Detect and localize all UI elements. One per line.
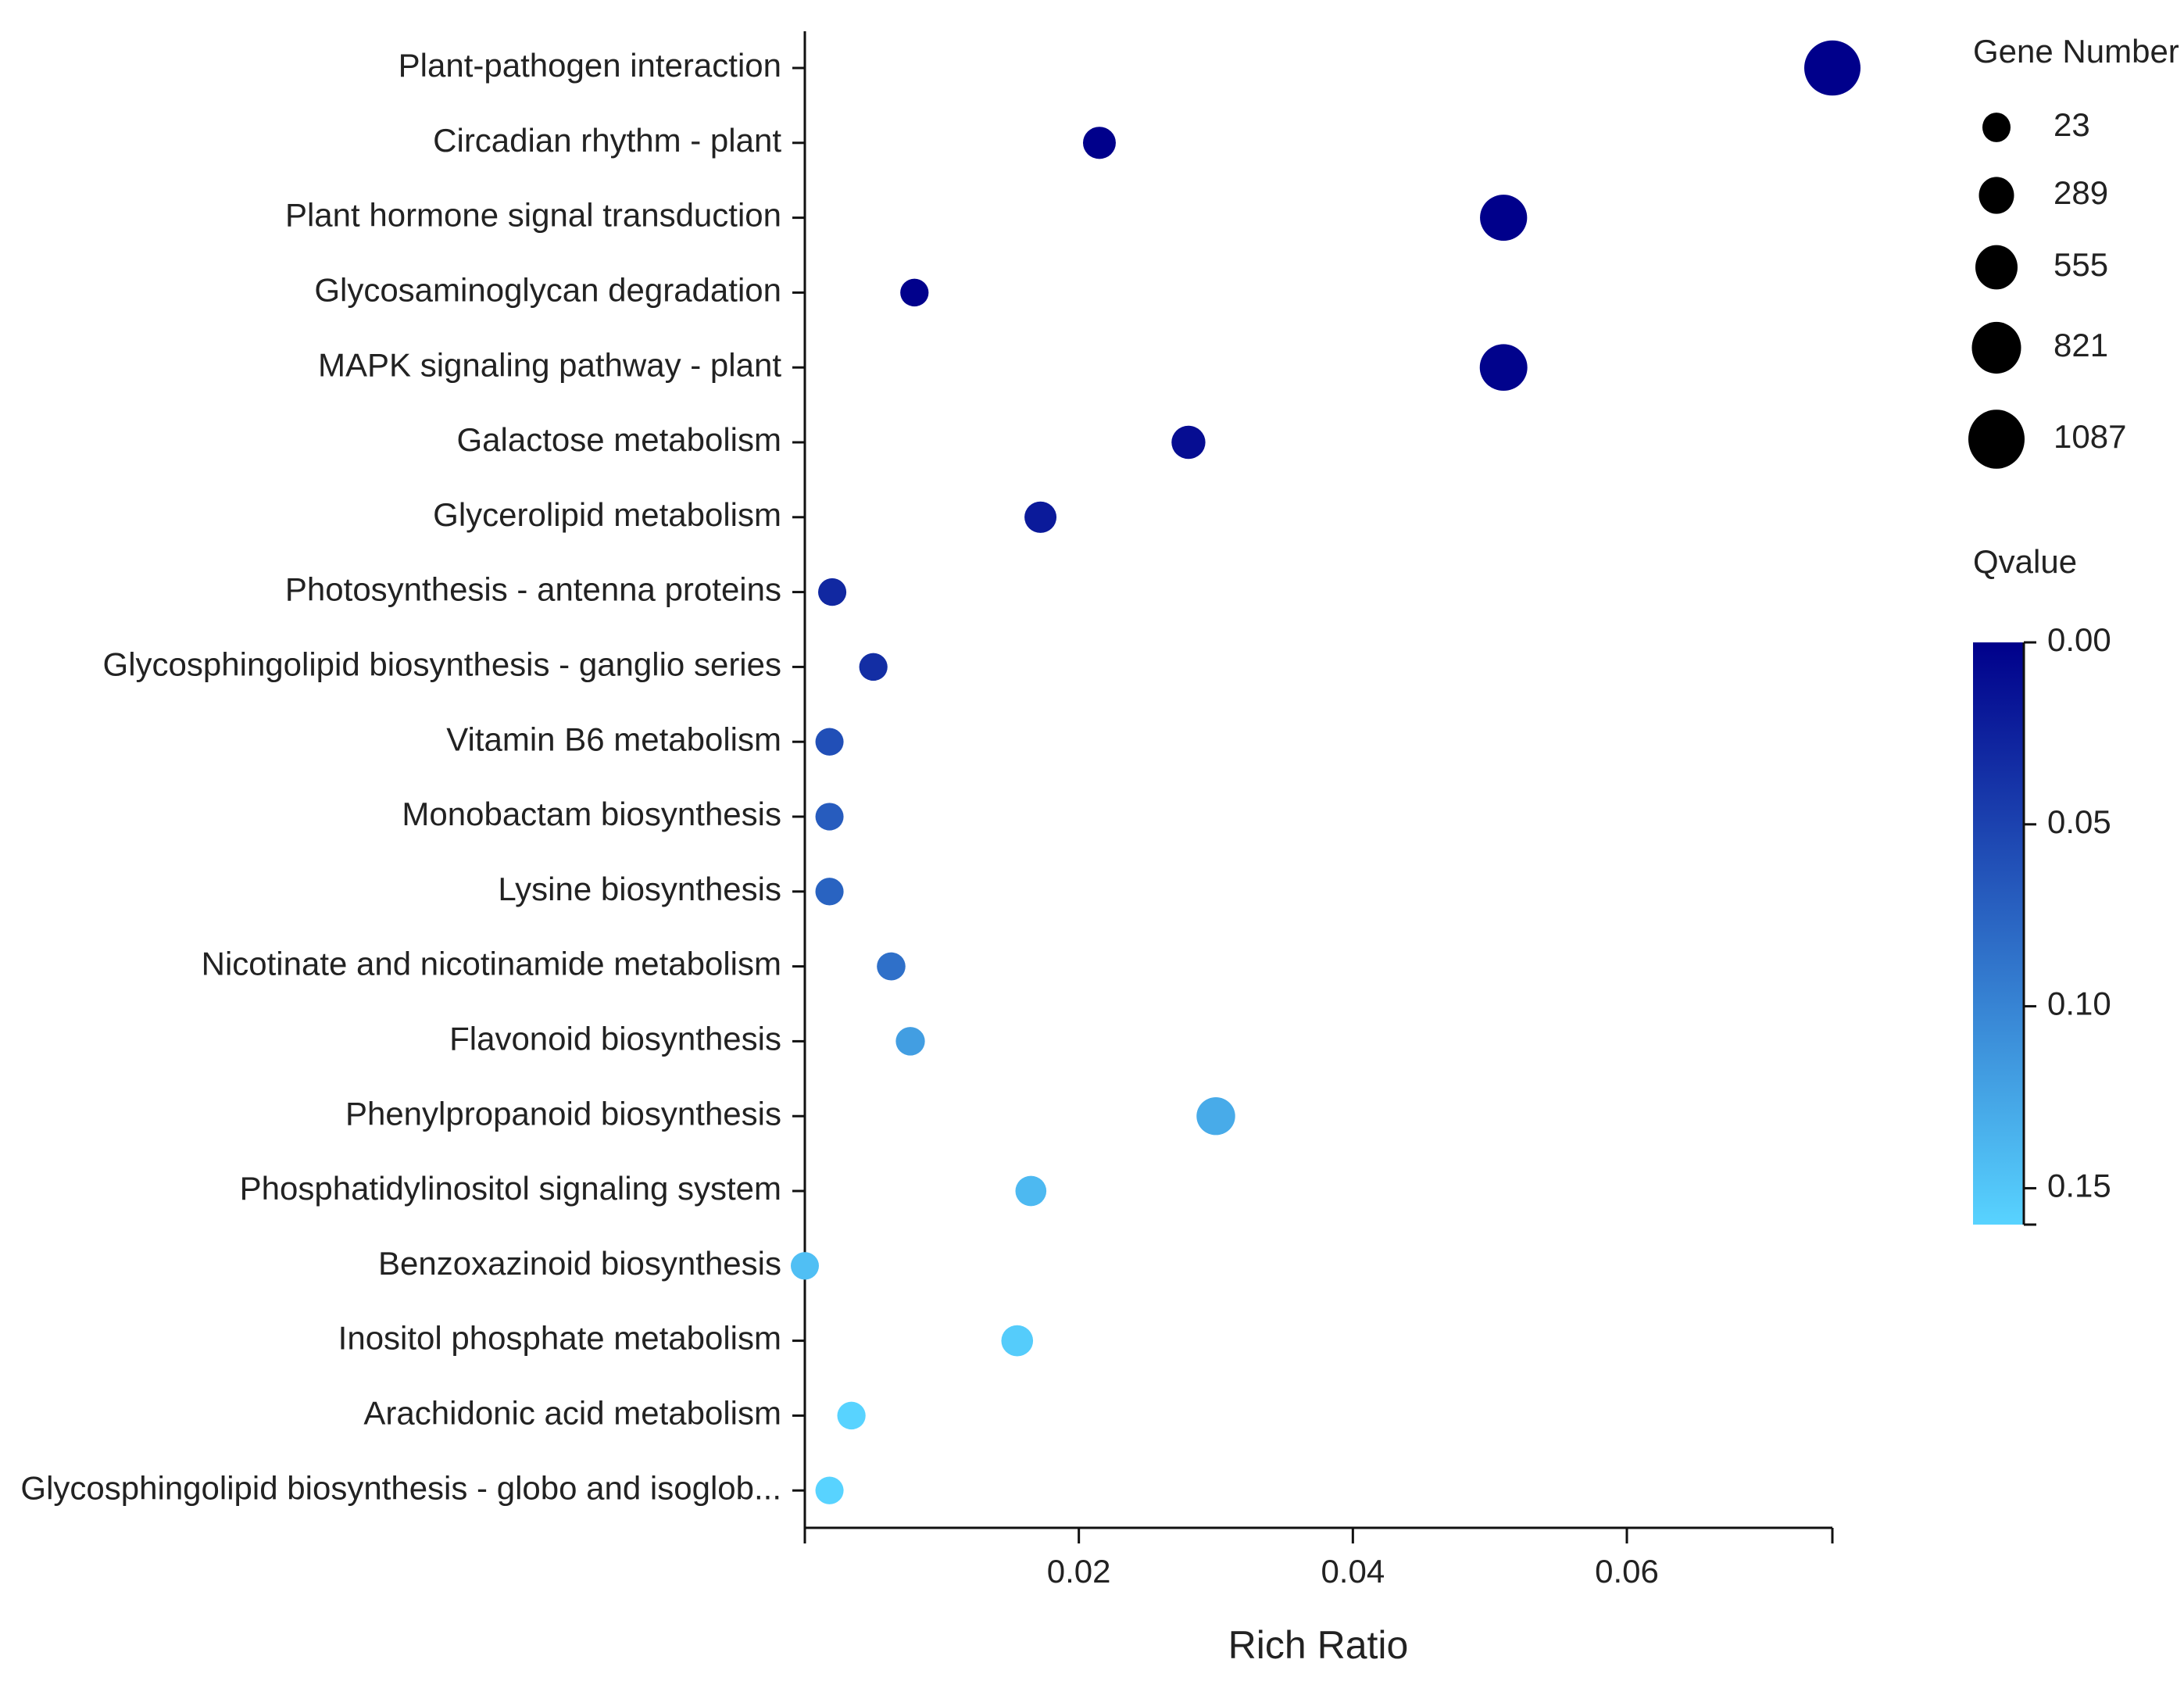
bubble-glycerolipid-metabolism	[1024, 501, 1057, 533]
bubble-benzoxazinoid-biosynthesis	[791, 1252, 819, 1280]
bubble-mapk-signaling-pathway-plant	[1479, 344, 1528, 392]
gene-number-legend: Gene Number 23 289 555 821 1087	[1968, 33, 2179, 469]
bubble-phosphatidylinositol-signaling-system	[1015, 1175, 1047, 1207]
gene-number-legend-dot	[1975, 245, 2018, 290]
gene-number-legend-dot	[1971, 321, 2021, 374]
qvalue-tick-label: 0.15	[2047, 1168, 2111, 1204]
y-label-lysine-biosynthesis: Lysine biosynthesis	[498, 871, 781, 907]
y-label-flavonoid-biosynthesis: Flavonoid biosynthesis	[449, 1020, 781, 1057]
y-label-mapk-signaling-pathway-plant: MAPK signaling pathway - plant	[318, 346, 781, 383]
bubble-lysine-biosynthesis	[815, 878, 844, 906]
bubble-vitamin-b6-metabolism	[815, 728, 844, 756]
y-label-inositol-phosphate-metabolism: Inositol phosphate metabolism	[338, 1320, 781, 1357]
bubble-nicotinate-and-nicotinamide-metabolism	[877, 952, 906, 981]
bubble-photosynthesis-antenna-proteins	[818, 578, 847, 606]
bubble-arachidonic-acid-metabolism	[837, 1401, 866, 1430]
x-tick-label: 0.02	[1047, 1553, 1111, 1590]
y-label-nicotinate-and-nicotinamide-metabolism: Nicotinate and nicotinamide metabolism	[202, 946, 781, 982]
gene-number-legend-label: 289	[2054, 174, 2108, 211]
qvalue-tick-label: 0.10	[2047, 985, 2111, 1022]
gene-number-legend-label: 1087	[2054, 418, 2126, 455]
bubble-circadian-rhythm-plant	[1082, 127, 1116, 159]
bubble-glycosaminoglycan-degradation	[900, 278, 929, 307]
bubble-flavonoid-biosynthesis	[895, 1027, 925, 1056]
qvalue-tick-label: 0.00	[2047, 621, 2111, 658]
bubble-inositol-phosphate-metabolism	[1001, 1325, 1034, 1357]
y-label-monobactam-biosynthesis: Monobactam biosynthesis	[402, 796, 781, 832]
gene-number-legend-dot	[1982, 113, 2011, 142]
qvalue-colorbar	[1973, 642, 2024, 1225]
bubbles	[791, 40, 1861, 1504]
y-label-photosynthesis-antenna-proteins: Photosynthesis - antenna proteins	[285, 571, 781, 608]
gene-number-legend-dot	[1978, 177, 2014, 214]
y-label-plant-pathogen-interaction: Plant-pathogen interaction	[399, 47, 781, 84]
y-label-phosphatidylinositol-signaling-system: Phosphatidylinositol signaling system	[240, 1170, 781, 1207]
y-axis-category-labels: Plant-pathogen interaction Circadian rhyt…	[20, 47, 781, 1506]
bubble-galactose-metabolism	[1171, 425, 1206, 460]
qvalue-legend-title: Qvalue	[1973, 543, 2077, 580]
y-label-benzoxazinoid-biosynthesis: Benzoxazinoid biosynthesis	[378, 1245, 781, 1282]
qvalue-tick-label: 0.05	[2047, 803, 2111, 840]
y-label-galactose-metabolism: Galactose metabolism	[456, 421, 781, 458]
gene-number-legend-title: Gene Number	[1973, 33, 2179, 70]
gene-number-legend-dot	[1968, 410, 2025, 469]
y-label-vitamin-b6-metabolism: Vitamin B6 metabolism	[446, 721, 781, 757]
x-tick-label: 0.04	[1321, 1553, 1385, 1590]
y-label-glycosaminoglycan-degradation: Glycosaminoglycan degradation	[314, 271, 781, 308]
y-label-glycerolipid-metabolism: Glycerolipid metabolism	[433, 496, 781, 533]
qvalue-legend: Qvalue 0.00 0.05 0.10 0.15	[1973, 543, 2111, 1226]
y-label-plant-hormone-signal-transduction: Plant hormone signal transduction	[285, 197, 781, 234]
gene-number-legend-label: 555	[2054, 246, 2108, 283]
bubble-monobactam-biosynthesis	[815, 803, 844, 831]
bubble-plant-hormone-signal-transduction	[1480, 195, 1528, 241]
bubble-phenylpropanoid-biosynthesis	[1196, 1096, 1235, 1136]
y-label-phenylpropanoid-biosynthesis: Phenylpropanoid biosynthesis	[345, 1095, 781, 1132]
y-label-glycosphingolipid-biosynthesis-globo-and-isoglob: Glycosphingolipid biosynthesis - globo a…	[20, 1469, 781, 1506]
x-tick-label: 0.06	[1595, 1553, 1659, 1590]
bubble-plant-pathogen-interaction	[1804, 40, 1861, 96]
bubble-glycosphingolipid-biosynthesis-ganglio-series	[859, 653, 888, 681]
x-axis-ticks: 0.02 0.04 0.06	[803, 1528, 1834, 1590]
gene-number-legend-label: 23	[2054, 106, 2090, 143]
x-axis-title: Rich Ratio	[1228, 1623, 1409, 1667]
y-label-circadian-rhythm-plant: Circadian rhythm - plant	[433, 122, 781, 159]
y-label-arachidonic-acid-metabolism: Arachidonic acid metabolism	[363, 1394, 781, 1431]
gene-number-legend-label: 821	[2054, 327, 2108, 363]
bubble-glycosphingolipid-biosynthesis-globo-and-isoglob	[815, 1476, 844, 1504]
y-label-glycosphingolipid-biosynthesis-ganglio-series: Glycosphingolipid biosynthesis - ganglio…	[103, 646, 781, 682]
